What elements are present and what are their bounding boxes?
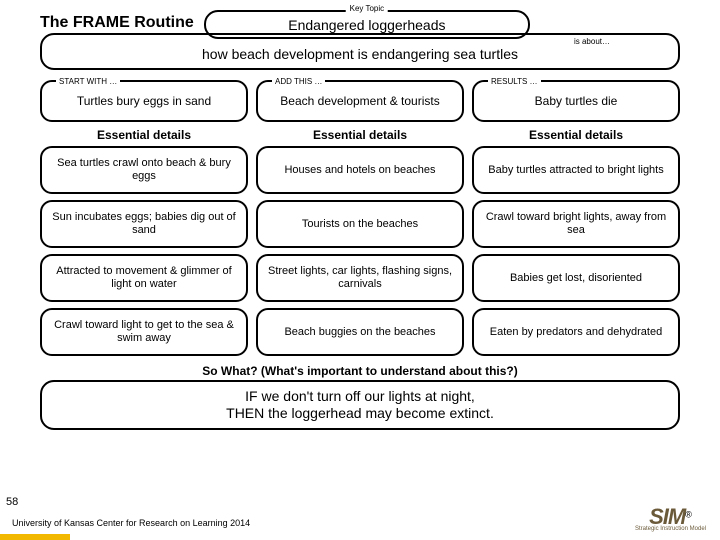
col-head-label: ADD THIS … — [272, 77, 325, 86]
so-what-box: IF we don't turn off our lights at night… — [40, 380, 680, 430]
detail-cell: Sun incubates eggs; babies dig out of sa… — [40, 200, 248, 248]
column-add: ADD THIS … Beach development & tourists … — [256, 80, 464, 362]
col-head-label: RESULTS … — [488, 77, 541, 86]
detail-cell: Street lights, car lights, flashing sign… — [256, 254, 464, 302]
is-about-box: is about… how beach development is endan… — [40, 33, 680, 70]
page-title: The FRAME Routine — [40, 6, 194, 32]
is-about-text: how beach development is endangering sea… — [50, 46, 670, 62]
logo-sub: Strategic Instruction Model — [635, 526, 706, 532]
page-number: 58 — [6, 496, 18, 508]
logo-reg: ® — [685, 510, 692, 520]
is-about-label: is about… — [50, 37, 670, 46]
detail-cell: Crawl toward light to get to the sea & s… — [40, 308, 248, 356]
key-topic-label: Key Topic — [346, 4, 389, 13]
essential-heading: Essential details — [472, 122, 680, 146]
detail-cell: Baby turtles attracted to bright lights — [472, 146, 680, 194]
col-head-label: START WITH … — [56, 77, 120, 86]
col-head-text: Beach development & tourists — [256, 80, 464, 122]
so-what-line2: THEN the loggerhead may become extinct. — [48, 405, 672, 422]
col-head-text: Turtles bury eggs in sand — [40, 80, 248, 122]
columns-row: START WITH … Turtles bury eggs in sand E… — [0, 80, 720, 362]
detail-cell: Babies get lost, disoriented — [472, 254, 680, 302]
detail-cell: Beach buggies on the beaches — [256, 308, 464, 356]
sim-logo: SIM® Strategic Instruction Model — [635, 504, 706, 532]
col-head-text: Baby turtles die — [472, 80, 680, 122]
so-what-line1: IF we don't turn off our lights at night… — [48, 388, 672, 405]
detail-cell: Crawl toward bright lights, away from se… — [472, 200, 680, 248]
essential-heading: Essential details — [40, 122, 248, 146]
footer-citation: University of Kansas Center for Research… — [12, 518, 250, 528]
so-what-label: So What? (What's important to understand… — [0, 364, 720, 378]
accent-bar — [0, 534, 70, 540]
essential-heading: Essential details — [256, 122, 464, 146]
detail-cell: Houses and hotels on beaches — [256, 146, 464, 194]
detail-cell: Sea turtles crawl onto beach & bury eggs — [40, 146, 248, 194]
detail-cell: Eaten by predators and dehydrated — [472, 308, 680, 356]
detail-cell: Tourists on the beaches — [256, 200, 464, 248]
detail-cell: Attracted to movement & glimmer of light… — [40, 254, 248, 302]
column-start: START WITH … Turtles bury eggs in sand E… — [40, 80, 248, 362]
column-results: RESULTS … Baby turtles die Essential det… — [472, 80, 680, 362]
